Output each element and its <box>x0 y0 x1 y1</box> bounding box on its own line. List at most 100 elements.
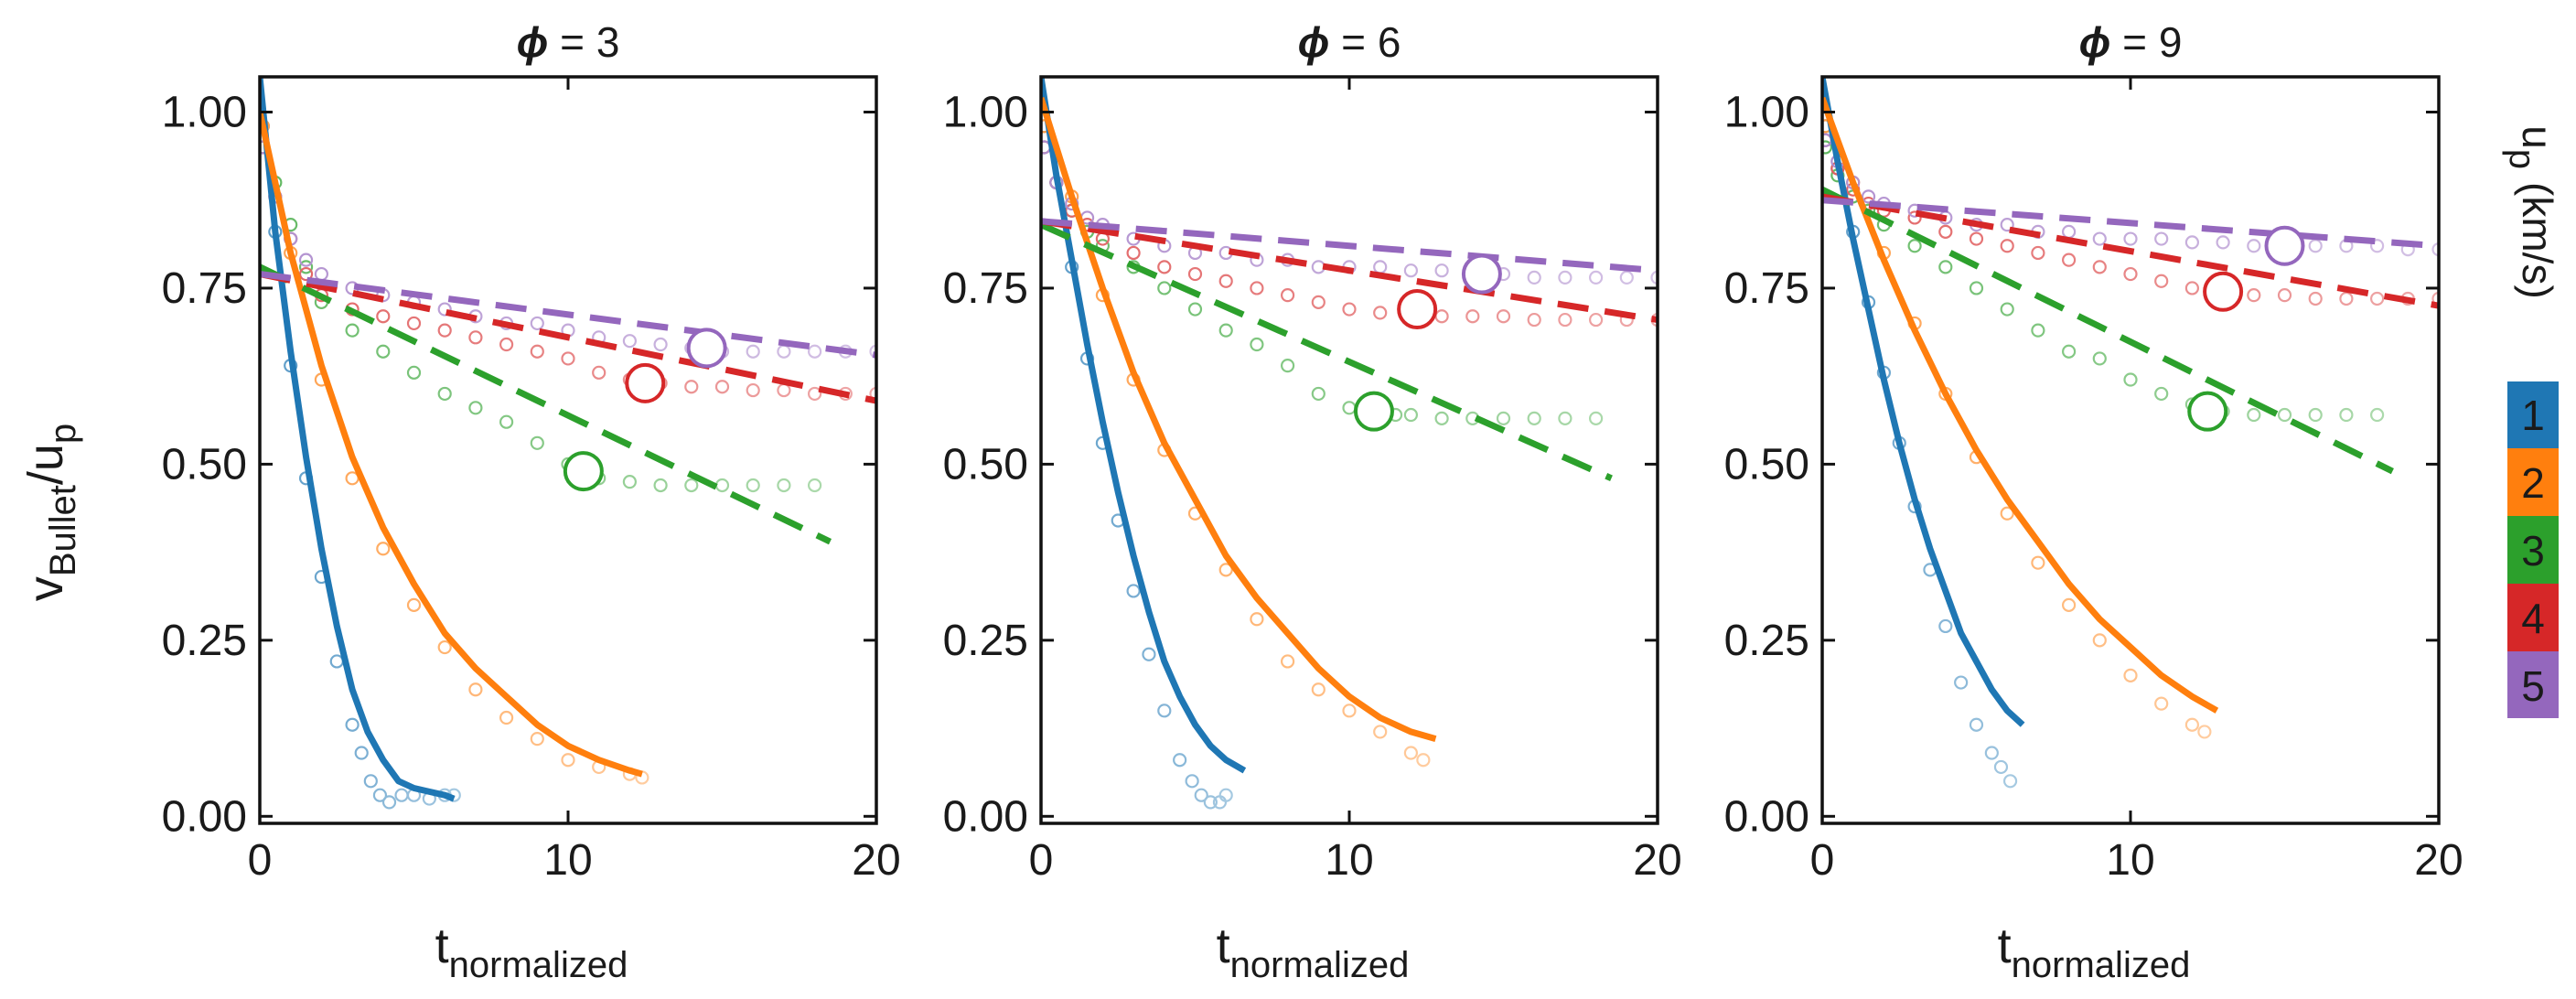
series-2-fit-line <box>260 111 643 778</box>
data-point <box>345 717 360 732</box>
data-point <box>653 337 668 352</box>
data-point <box>1993 759 2009 775</box>
data-point <box>777 344 791 359</box>
y-tick-label: 0.00 <box>1724 792 1809 841</box>
colorbar-label-4: 4 <box>2521 595 2545 642</box>
data-point <box>869 386 876 402</box>
data-point <box>1311 260 1326 274</box>
series-5-transition-marker <box>686 328 727 369</box>
colorbar: 1 2 3 4 5 <box>2506 380 2560 720</box>
x-axis-label: tnormalized <box>1998 918 2191 985</box>
x-axis-label: tnormalized <box>1217 918 1410 985</box>
data-point <box>437 639 452 655</box>
data-point <box>1403 407 1419 423</box>
data-point <box>1588 270 1604 285</box>
data-point <box>2370 239 2385 253</box>
panel-data <box>1041 77 1658 810</box>
data-point <box>561 753 575 768</box>
data-point <box>1527 312 1541 328</box>
data-point <box>1342 302 1357 317</box>
data-point <box>2123 231 2138 246</box>
data-point <box>298 260 314 274</box>
series-4-points <box>1822 133 2439 306</box>
panel-title: ϕ = 6 <box>1298 18 1401 66</box>
data-point <box>2123 266 2138 282</box>
data-point <box>468 682 483 697</box>
data-point <box>1558 411 1572 425</box>
data-point <box>2370 407 2385 423</box>
data-point <box>1187 266 1203 282</box>
y-tick-label: 0.25 <box>162 617 247 665</box>
data-point <box>1588 312 1604 328</box>
data-point <box>2184 281 2199 295</box>
panel-title-symbol: ϕ <box>517 18 549 66</box>
data-point <box>2002 774 2018 789</box>
data-point <box>2062 344 2077 359</box>
series-3-fit-line <box>260 263 832 545</box>
data-point <box>376 344 391 359</box>
data-point <box>2339 407 2354 423</box>
series-4-fit-line <box>1041 218 1658 324</box>
data-point <box>1342 401 1357 415</box>
panels: 0.000.250.500.751.000 10 20ϕ = 3tnormalize… <box>162 18 2463 985</box>
data-point <box>314 266 328 282</box>
series-4-points <box>260 140 876 402</box>
data-point <box>329 654 344 669</box>
series-2-points <box>260 119 649 785</box>
data-point <box>1311 682 1326 697</box>
data-point <box>2308 407 2323 423</box>
data-point <box>2031 245 2045 261</box>
panel-data <box>1822 77 2439 789</box>
colorbar-swatch-4 <box>2506 584 2560 651</box>
series-4-fit-line <box>260 271 876 404</box>
data-point <box>530 316 544 331</box>
data-point <box>807 386 822 402</box>
data-point <box>1938 224 1953 239</box>
data-point <box>1938 260 1953 274</box>
series-4-transition-marker <box>1397 289 1438 330</box>
x-axis-label-sub: normalized <box>1230 945 1410 985</box>
data-point <box>530 435 544 450</box>
data-point <box>2184 717 2199 732</box>
data-point <box>1218 788 1233 802</box>
panel-title-value: = 9 <box>2110 18 2182 66</box>
data-point <box>1280 654 1295 669</box>
data-point <box>372 788 388 802</box>
x-axis-label-main: t <box>1998 918 2012 973</box>
panel-title: ϕ = 3 <box>517 18 620 66</box>
panel-2: 0.00 0.25 0.50 0.75 1.00 0 10 20 ϕ = 6 tnormalize… <box>943 18 1682 985</box>
data-point <box>561 351 575 366</box>
data-point <box>406 597 422 612</box>
data-point <box>1527 411 1541 425</box>
data-point <box>746 382 760 398</box>
data-point <box>684 380 699 394</box>
series-3-points <box>1041 140 1604 425</box>
data-point <box>1126 584 1141 598</box>
data-point <box>592 365 606 380</box>
data-point <box>2092 260 2107 274</box>
data-point <box>1954 675 1969 690</box>
data-point <box>2031 555 2045 570</box>
data-point <box>684 478 699 493</box>
data-point <box>1558 270 1572 285</box>
y-tick-label: 1.00 <box>1724 88 1809 136</box>
series-5-transition-marker <box>2264 225 2305 266</box>
data-point <box>2154 274 2169 288</box>
data-point <box>1907 203 1922 218</box>
data-point <box>2154 386 2169 402</box>
data-point <box>1416 753 1431 768</box>
data-point <box>1373 306 1388 320</box>
data-point <box>1250 337 1264 352</box>
y-tick-label: 1.00 <box>162 88 247 136</box>
data-point <box>622 334 638 349</box>
data-point <box>2062 597 2077 612</box>
colorbar-label-2: 2 <box>2521 459 2545 507</box>
colorbar-swatch-1 <box>2506 381 2560 448</box>
data-point <box>746 344 760 359</box>
panel-title: ϕ = 9 <box>2079 18 2183 66</box>
data-point <box>2062 252 2077 267</box>
data-point <box>1434 263 1449 278</box>
series-4-fit-line <box>1822 193 2439 309</box>
data-point <box>354 746 369 760</box>
